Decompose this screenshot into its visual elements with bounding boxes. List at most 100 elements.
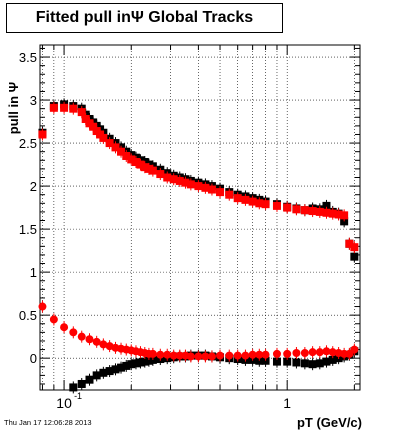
y-tick-label: 3: [30, 93, 37, 108]
red-lower-circle-point: [148, 349, 157, 358]
black-lower-square-point: [148, 355, 157, 364]
red-lower-circle-point: [248, 350, 257, 359]
red-upper-square-point: [283, 203, 292, 212]
red-upper-square-point: [140, 163, 149, 172]
red-upper-square-point: [261, 200, 270, 209]
y-tick-label: 0.5: [19, 308, 37, 323]
red-upper-square-point: [136, 160, 145, 169]
red-lower-circle-point: [92, 337, 101, 346]
red-lower-circle-point: [163, 350, 172, 359]
red-upper-square-point: [181, 178, 190, 187]
black-lower-square-point: [308, 360, 317, 369]
red-upper-square-point: [89, 122, 98, 131]
red-lower-circle-point: [175, 351, 184, 360]
red-lower-circle-point: [255, 350, 264, 359]
axis-ticks: 10 -1 100.511.522.533.5: [19, 45, 360, 411]
red-lower-circle-point: [169, 351, 178, 360]
black-lower-square-point: [117, 363, 126, 372]
red-upper-square-point: [186, 180, 195, 189]
red-upper-square-point: [81, 114, 90, 123]
red-lower-circle-point: [85, 335, 94, 344]
black-lower-square-point: [272, 357, 281, 366]
black-lower-square-point: [300, 359, 309, 368]
black-lower-square-point: [69, 383, 78, 392]
x-tick-label-exponent: -1: [74, 391, 82, 401]
red-lower-circle-point: [77, 332, 86, 341]
black-lower-square-point: [92, 371, 101, 380]
red-upper-square-point: [122, 151, 131, 160]
red-upper-square-point: [194, 182, 203, 191]
x-axis-label: pT (GeV/c): [297, 415, 362, 430]
red-upper-square-point: [216, 188, 225, 197]
red-lower-circle-point: [350, 345, 359, 354]
red-upper-square-point: [207, 185, 216, 194]
black-lower-square-point: [122, 361, 131, 370]
x-tick-label: 10: [56, 395, 72, 411]
footer-timestamp: Thu Jan 17 12:06:28 2013: [4, 418, 92, 427]
red-upper-square-point: [292, 205, 301, 214]
red-lower-circle-point: [207, 352, 216, 361]
black-lower-square-point: [99, 368, 108, 377]
red-upper-square-point: [272, 201, 281, 210]
red-lower-circle-point: [49, 315, 58, 324]
red-lower-circle-point: [38, 302, 47, 311]
data-marks: [38, 98, 359, 394]
red-upper-square-point: [175, 176, 184, 185]
red-lower-circle-point: [156, 350, 165, 359]
plot-frame: [39, 44, 361, 391]
red-upper-square-point: [350, 243, 359, 252]
red-upper-square-point: [117, 147, 126, 156]
red-upper-square-point: [169, 175, 178, 184]
red-lower-circle-point: [186, 352, 195, 361]
red-lower-circle-point: [216, 351, 225, 360]
red-upper-square-point: [105, 139, 114, 148]
red-upper-square-point: [148, 166, 157, 175]
y-tick-label: 3.5: [19, 50, 37, 65]
y-tick-label: 1: [30, 265, 37, 280]
red-upper-square-point: [49, 103, 58, 112]
red-upper-square-point: [345, 239, 354, 248]
red-lower-circle-point: [283, 349, 292, 358]
red-upper-square-point: [111, 143, 120, 152]
y-tick-label: 1.5: [19, 222, 37, 237]
red-upper-square-point: [328, 209, 337, 218]
black-upper-square-point: [350, 252, 359, 261]
red-lower-circle-point: [69, 328, 78, 337]
red-lower-circle-point: [233, 351, 242, 360]
y-tick-label: 0: [30, 351, 37, 366]
red-lower-circle-point: [99, 340, 108, 349]
red-lower-circle-point: [261, 350, 270, 359]
red-upper-square-point: [315, 207, 324, 216]
black-lower-square-point: [328, 355, 337, 364]
red-lower-circle-point: [300, 349, 309, 358]
red-lower-circle-point: [201, 352, 210, 361]
red-upper-square-point: [248, 197, 257, 206]
red-lower-circle-point: [315, 348, 324, 357]
red-upper-square-point: [233, 194, 242, 203]
red-upper-square-point: [127, 155, 136, 164]
black-lower-square-point: [131, 359, 140, 368]
red-lower-circle-point: [225, 351, 234, 360]
red-upper-square-point: [201, 183, 210, 192]
red-lower-circle-point: [60, 323, 69, 332]
red-upper-square-point: [131, 158, 140, 167]
black-lower-square-point: [322, 357, 331, 366]
red-upper-square-point: [255, 199, 264, 208]
chart-title: Fitted pull inΨ Global Tracks: [6, 3, 283, 33]
red-upper-square-point: [340, 211, 349, 220]
y-tick-label: 2: [30, 179, 37, 194]
y-axis-label: pull in Ψ: [6, 82, 21, 134]
red-upper-square-point: [69, 104, 78, 113]
black-lower-square-point: [283, 357, 292, 366]
black-lower-square-point: [127, 360, 136, 369]
red-upper-square-point: [225, 190, 234, 199]
red-lower-circle-point: [328, 348, 337, 357]
red-upper-square-point: [241, 195, 250, 204]
x-tick-label: 1: [283, 395, 291, 411]
red-lower-circle-point: [241, 351, 250, 360]
red-lower-circle-point: [194, 352, 203, 361]
black-lower-square-point: [315, 359, 324, 368]
red-lower-circle-point: [272, 349, 281, 358]
black-lower-square-point: [255, 356, 264, 365]
